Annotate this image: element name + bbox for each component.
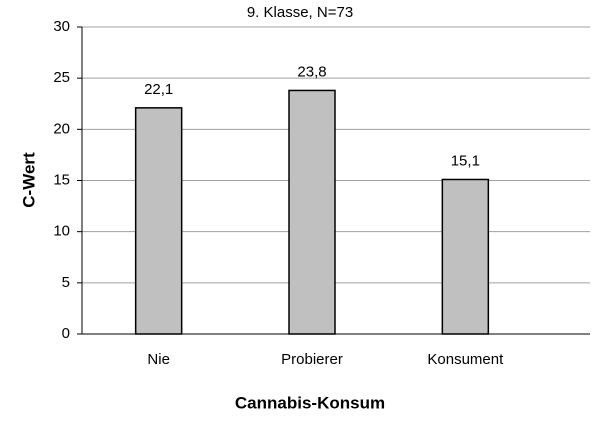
y-tick-label: 10 bbox=[53, 223, 70, 240]
chart-title: 9. Klasse, N=73 bbox=[247, 4, 353, 21]
y-tick-label: 0 bbox=[62, 325, 70, 342]
bar bbox=[134, 107, 183, 335]
y-tick-label: 5 bbox=[62, 274, 70, 291]
x-axis-label: Cannabis-Konsum bbox=[235, 393, 385, 412]
x-tick-label: Nie bbox=[147, 351, 170, 368]
y-tick-label: 25 bbox=[53, 69, 70, 86]
x-tick-label: Konsument bbox=[427, 351, 504, 368]
y-tick-label: 30 bbox=[53, 18, 70, 35]
bar bbox=[441, 178, 490, 335]
value-label: 22,1 bbox=[144, 81, 173, 98]
value-label: 15,1 bbox=[451, 152, 480, 169]
value-label: 23,8 bbox=[297, 63, 326, 80]
bar bbox=[288, 89, 336, 335]
x-tick-label: Probierer bbox=[281, 351, 343, 368]
y-tick-label: 15 bbox=[53, 171, 70, 188]
y-axis-label: C-Wert bbox=[19, 152, 38, 208]
y-tick-label: 20 bbox=[53, 120, 70, 137]
